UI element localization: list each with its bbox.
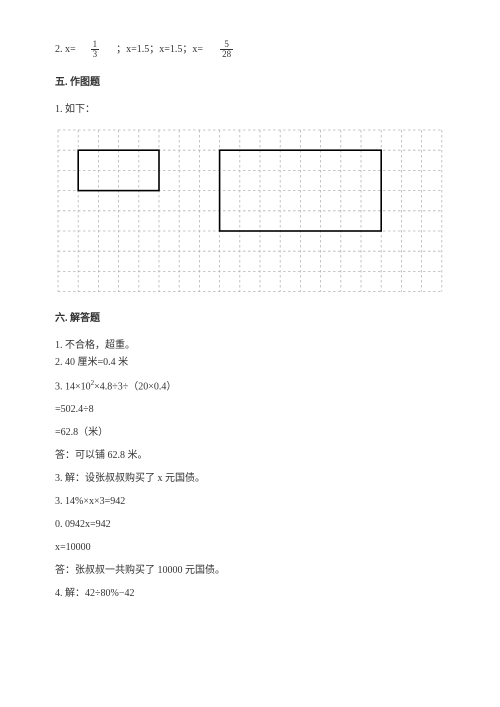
grid-figure <box>55 127 445 295</box>
section6-line: 4. 解：42÷80%−42 <box>55 586 445 601</box>
q2-frac2: 5 28 <box>220 40 233 59</box>
section6-line: 3. 解：设张叔叔购买了 x 元国债。 <box>55 471 445 486</box>
section6-line: 3. 14%×x×3=942 <box>55 494 445 509</box>
section6-line: =62.8（米） <box>55 425 445 440</box>
section6-line: 答：可以铺 62.8 米。 <box>55 448 445 463</box>
q2-line: 2. x= 1 3 ；x=1.5；x=1.5；x= 5 28 <box>55 40 445 59</box>
section6-title: 六. 解答题 <box>55 311 445 326</box>
section6-line: x=10000 <box>55 540 445 555</box>
section6-line: =502.4÷8 <box>55 402 445 417</box>
section5-title: 五. 作图题 <box>55 75 445 90</box>
section6-line: 2. 40 厘米=0.4 米 <box>55 355 445 370</box>
section6-line: 1. 不合格，超重。 <box>55 338 445 353</box>
q2-frac1: 1 3 <box>91 40 100 59</box>
section6-line: 3. 14×102×4.8÷3÷（20×0.4） <box>55 378 445 394</box>
q2-prefix: 2. x= <box>55 44 76 55</box>
section6-line: 0. 0942x=942 <box>55 517 445 532</box>
section6-line: 答：张叔叔一共购买了 10000 元国债。 <box>55 563 445 578</box>
q2-mid: ；x=1.5；x=1.5；x= <box>116 44 203 55</box>
section5-q1: 1. 如下： <box>55 102 445 117</box>
